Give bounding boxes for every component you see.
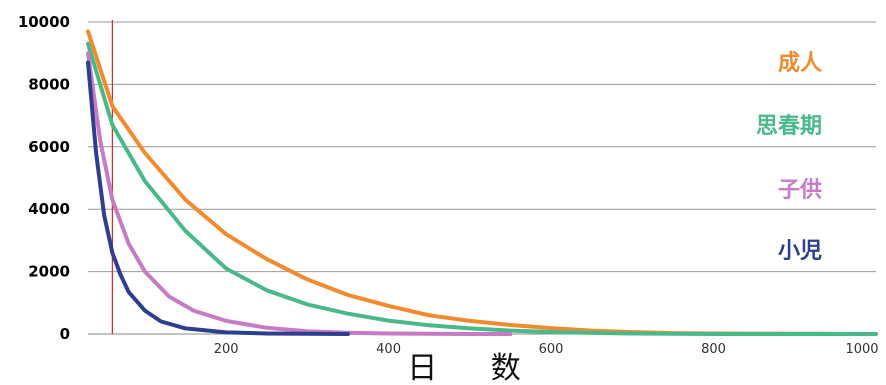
x-tick-label: 400 [376,342,401,357]
series-lines [86,29,878,336]
y-tick-label: 2000 [28,263,70,281]
series-line [86,51,513,336]
legend-entry: 子供 [778,177,822,203]
y-tick-label: 0 [60,325,70,343]
x-tick-label: 1000 [845,342,878,357]
y-axis-ticks: 0 2000 4000 6000 8000 10000 [18,13,70,343]
y-tick-label: 6000 [28,138,70,156]
series-line [86,60,350,336]
x-axis-label: 日 数 [407,351,543,385]
legend-entry: 成人 [778,51,822,76]
grid-lines [88,21,876,335]
series-line [86,29,878,336]
x-tick-label: 800 [701,342,726,357]
y-tick-label: 10000 [18,13,70,31]
y-tick-label: 4000 [28,200,70,218]
x-tick-label: 600 [539,342,564,357]
legend-entry: 小児 [778,239,822,264]
legend-entry: 思春期 [756,114,822,139]
x-axis-ticks: 200 400 600 800 1000 [214,342,879,357]
y-tick-label: 8000 [28,75,70,93]
series-line [86,41,878,336]
x-tick-label: 200 [214,342,239,357]
